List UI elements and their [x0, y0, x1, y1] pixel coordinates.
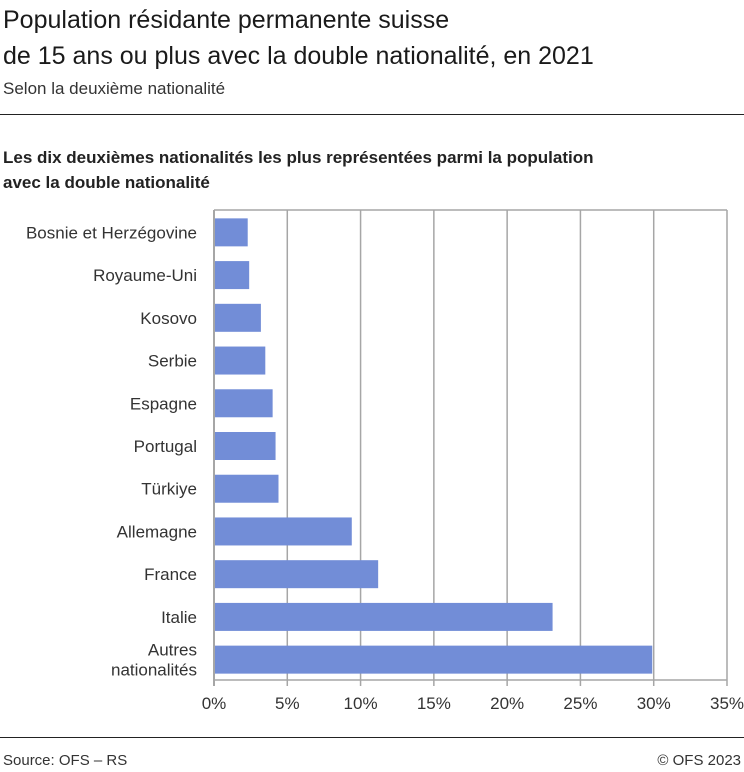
y-tick-label: Portugal [134, 437, 197, 456]
bar [215, 218, 248, 247]
top-divider [0, 114, 744, 115]
y-tick-label: Allemagne [117, 522, 197, 541]
y-tick-label: Italie [161, 608, 197, 627]
bar [215, 474, 279, 503]
bottom-divider [0, 737, 744, 738]
source-note: Source: OFS – RS [3, 752, 128, 769]
x-tick-label: 30% [637, 694, 671, 713]
y-tick-label: Kosovo [140, 309, 197, 328]
bar [215, 517, 352, 546]
y-tick-label: Türkiye [141, 480, 197, 499]
bar [215, 432, 276, 460]
bar [215, 261, 250, 290]
title-line-1: Population résidante permanente suisse [3, 6, 450, 34]
x-tick-label: 20% [490, 694, 524, 713]
copyright: © OFS 2023 [657, 752, 741, 769]
plot-title: Les dix deuxièmes nationalités les plus … [3, 145, 593, 195]
bar [215, 560, 379, 589]
bar [215, 645, 653, 674]
x-tick-label: 15% [417, 694, 451, 713]
title-line-2: de 15 ans ou plus avec la double nationa… [3, 42, 594, 70]
bar [215, 389, 273, 418]
x-tick-label: 35% [710, 694, 744, 713]
x-tick-label: 5% [275, 694, 300, 713]
bar [215, 346, 266, 375]
x-tick-label: 0% [202, 694, 227, 713]
y-tick-label: Autres nationalités [111, 641, 197, 680]
bar [215, 602, 553, 631]
y-tick-label: Espagne [130, 394, 197, 413]
x-tick-label: 10% [344, 694, 378, 713]
chart-title: Population résidante permanente suisse d… [3, 2, 594, 74]
bar [215, 303, 261, 332]
y-tick-label: Bosnie et Herzégovine [26, 223, 197, 242]
y-tick-label: Serbie [148, 352, 197, 371]
plot-title-line-1: Les dix deuxièmes nationalités les plus … [3, 148, 594, 167]
x-tick-label: 25% [563, 694, 597, 713]
y-tick-label: France [144, 565, 197, 584]
plot-title-line-2: avec la double nationalité [3, 173, 210, 192]
chart-subtitle: Selon la deuxième nationalité [3, 79, 226, 98]
y-tick-label: Royaume-Uni [93, 266, 197, 285]
